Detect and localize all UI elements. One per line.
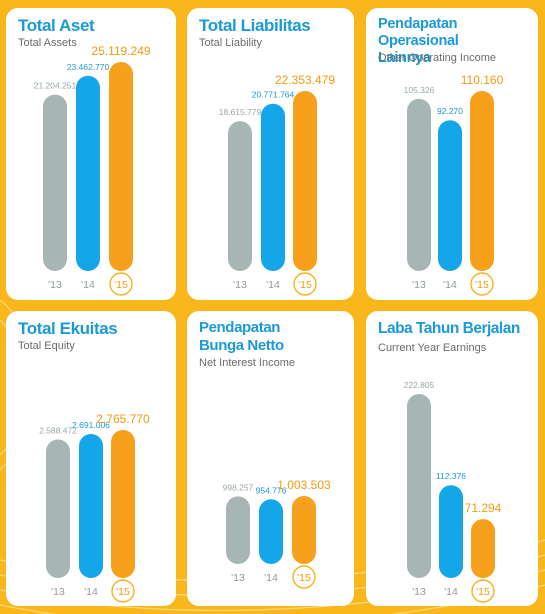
year-highlight-circle (470, 272, 494, 296)
year-label-pendapatan-bunga-netto-1: '14 (264, 572, 278, 584)
value-label-pendapatan-bunga-netto-1: 954.776 (256, 485, 287, 495)
chart-card-pendapatan-operasional-lainnya: Pendapatan Operasional Lainnya Other Ope… (366, 8, 538, 300)
bar-pendapatan-bunga-netto-1 (259, 499, 283, 564)
bar-total-aset-2 (109, 62, 133, 271)
value-label-pendapatan-operasional-lainnya-0: 105.326 (404, 85, 435, 95)
chart-title: Total Liabilitas (199, 16, 311, 35)
bar-total-liabilitas-2 (293, 91, 317, 271)
value-label-total-ekuitas-2: 2.765.770 (96, 412, 150, 426)
value-label-laba-tahun-berjalan-0: 222.805 (404, 380, 435, 390)
bar-pendapatan-bunga-netto-2 (292, 496, 316, 564)
chart-title: Total Aset (18, 16, 95, 35)
year-highlight-circle (471, 579, 495, 603)
chart-card-total-aset: Total Aset Total Assets 21.204.251 '13 23.… (6, 8, 176, 300)
value-label-total-liabilitas-0: 18.615.779 (219, 107, 262, 117)
year-label-total-ekuitas-0: '13 (51, 586, 65, 598)
chart-card-laba-tahun-berjalan: Laba Tahun Berjalan Current Year Earning… (366, 311, 538, 606)
year-label-total-ekuitas-1: '14 (84, 586, 98, 598)
year-label-total-aset-1: '14 (81, 279, 95, 291)
bar-pendapatan-operasional-lainnya-1 (438, 120, 462, 271)
year-label-total-liabilitas-2: '15 (298, 279, 312, 291)
chart-subtitle: Total Equity (18, 340, 75, 352)
bar-pendapatan-bunga-netto-0 (226, 496, 250, 564)
year-label-laba-tahun-berjalan-1: '14 (444, 586, 458, 598)
value-label-total-ekuitas-1: 2.691.006 (72, 420, 110, 430)
value-label-total-liabilitas-1: 20.771.764 (252, 90, 295, 100)
year-label-pendapatan-operasional-lainnya-2: '15 (475, 279, 489, 291)
value-label-pendapatan-operasional-lainnya-2: 110.160 (461, 73, 504, 87)
value-label-pendapatan-operasional-lainnya-1: 92.270 (437, 106, 463, 116)
bar-total-aset-0 (43, 94, 67, 271)
bar-laba-tahun-berjalan-0 (407, 394, 431, 578)
bar-laba-tahun-berjalan-1 (439, 485, 463, 578)
year-label-laba-tahun-berjalan-0: '13 (412, 586, 426, 598)
chart-plot: 222.805 '13 112.376 '14 71.294 '15 (404, 380, 502, 603)
year-highlight-circle (293, 272, 317, 296)
bar-pendapatan-operasional-lainnya-0 (407, 98, 431, 272)
chart-title: Total Ekuitas (18, 319, 118, 338)
chart-card-pendapatan-bunga-netto: Pendapatan Bunga Netto Net Interest Inco… (187, 311, 354, 606)
year-highlight-circle (111, 579, 135, 603)
bar-laba-tahun-berjalan-2 (471, 519, 495, 578)
chart-subtitle: Other Operating Income (378, 52, 497, 64)
value-label-total-liabilitas-2: 22.353.479 (275, 73, 335, 87)
value-label-total-ekuitas-0: 2.588.472 (39, 425, 77, 435)
bar-total-aset-1 (76, 75, 100, 271)
year-label-pendapatan-operasional-lainnya-0: '13 (412, 279, 426, 291)
chart-subtitle: Total Liability (199, 37, 262, 49)
chart-subtitle: Total Assets (18, 37, 77, 49)
year-label-total-ekuitas-2: '15 (116, 586, 130, 598)
year-highlight-circle (109, 272, 133, 296)
value-label-pendapatan-bunga-netto-2: 1.003.503 (277, 478, 331, 492)
value-label-total-aset-0: 21.204.251 (34, 81, 77, 91)
year-label-total-liabilitas-1: '14 (266, 279, 280, 291)
chart-plot: 18.615.779 '13 20.771.764 '14 22.353.479 '15 (219, 73, 335, 296)
year-label-laba-tahun-berjalan-2: '15 (476, 586, 490, 598)
chart-title: Pendapatan Bunga Netto (199, 319, 284, 354)
chart-plot: 998.257 '13 954.776 '14 1.003.503 '15 (223, 478, 331, 589)
value-label-total-aset-2: 25.119.249 (91, 44, 150, 58)
bar-total-liabilitas-1 (261, 103, 285, 271)
year-label-pendapatan-bunga-netto-2: '15 (297, 572, 311, 584)
chart-subtitle: Net Interest Income (199, 357, 295, 369)
year-label-pendapatan-bunga-netto-0: '13 (231, 572, 245, 584)
year-label-pendapatan-operasional-lainnya-1: '14 (443, 279, 457, 291)
year-label-total-liabilitas-0: '13 (233, 279, 247, 291)
chart-plot: 21.204.251 '13 23.462.770 '14 25.119.249 '15 (34, 44, 151, 296)
value-label-pendapatan-bunga-netto-0: 998.257 (223, 482, 254, 492)
chart-title: Pendapatan Operasional Lainnya (378, 16, 459, 66)
year-label-total-aset-0: '13 (48, 279, 62, 291)
bar-pendapatan-operasional-lainnya-2 (470, 91, 494, 271)
bar-total-ekuitas-1 (79, 434, 103, 578)
year-highlight-circle (292, 565, 316, 589)
chart-plot: 105.326 '13 92.270 '14 110.160 '15 (404, 73, 504, 296)
year-label-total-aset-2: '15 (114, 279, 128, 291)
chart-card-total-ekuitas: Total Ekuitas Total Equity 2.588.472'13 2… (6, 311, 176, 606)
chart-title: Laba Tahun Berjalan (378, 320, 520, 337)
chart-plot: 2.588.472 '13 2.691.006 '14 2.765.770 '15 (39, 412, 150, 603)
value-label-laba-tahun-berjalan-2: 71.294 (465, 501, 502, 515)
bar-total-ekuitas-0 (46, 439, 70, 578)
chart-card-total-liabilitas: Total Liabilitas Total Liability 18.615.… (187, 8, 354, 300)
bar-total-liabilitas-0 (228, 121, 252, 271)
value-label-total-aset-1: 23.462.770 (67, 62, 110, 72)
bar-total-ekuitas-2 (111, 430, 135, 578)
chart-subtitle: Current Year Earnings (378, 342, 487, 354)
value-label-laba-tahun-berjalan-1: 112.376 (436, 471, 466, 481)
